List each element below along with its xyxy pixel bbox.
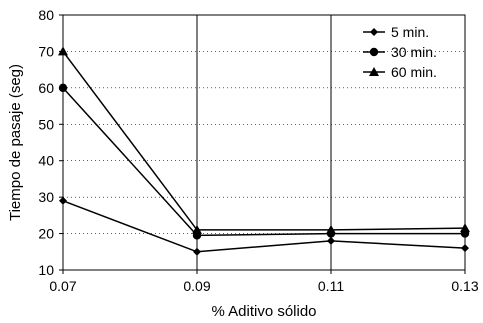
legend: 5 min. 30 min. 60 min. [363,24,437,80]
data-point [58,46,68,56]
data-point [327,236,335,245]
axis-ticks: 10 20 30 40 50 60 70 80 0.07 0.09 0.11 0.13 [38,7,478,294]
x-tick-label: 0.07 [49,278,76,294]
legend-label: 5 min. [391,24,429,40]
data-point [460,223,470,233]
legend-marker [369,47,379,57]
series-triangle [58,46,470,234]
y-tick-label: 80 [38,7,54,23]
legend-item: 5 min. [363,24,429,40]
series-circle [58,83,470,240]
legend-label: 60 min. [391,64,437,80]
y-tick-label: 70 [38,43,54,59]
data-point [58,83,68,93]
legend-marker [370,28,378,36]
legend-item: 60 min. [363,64,437,80]
legend-item: 30 min. [363,44,437,60]
data-point [59,196,67,205]
series-diamond [59,196,469,256]
plot-area-frame [62,14,466,271]
series-line [62,87,465,237]
y-tick-label: 40 [38,153,54,169]
legend-marker [369,67,379,76]
series-lines [58,46,470,256]
y-tick-label: 20 [38,226,54,242]
y-tick-label: 30 [38,189,54,205]
y-tick-label: 60 [38,80,54,96]
legend-label: 30 min. [391,44,437,60]
data-point [461,244,469,253]
x-axis-title: % Aditivo sólido [211,303,316,320]
y-tick-label: 10 [38,262,54,278]
data-point [193,247,201,256]
series-line [62,50,466,231]
x-tick-label: 0.11 [318,278,344,294]
x-tick-label: 0.09 [183,278,210,294]
y-tick-label: 50 [38,116,54,132]
y-axis-title: Tiempo de pasaje (seg) [7,64,24,221]
x-tick-label: 0.13 [451,278,478,294]
data-point [326,224,336,234]
data-point [192,224,202,234]
series-line [62,200,466,253]
